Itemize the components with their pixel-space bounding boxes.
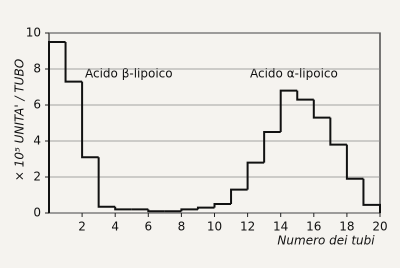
y-tick-label: 10 xyxy=(26,26,41,40)
x-tick-label: 20 xyxy=(372,220,387,234)
histogram-bar xyxy=(312,99,331,119)
histogram-bar xyxy=(345,144,364,180)
x-tick-label: 8 xyxy=(178,220,186,234)
x-tick-label: 12 xyxy=(240,220,255,234)
histogram-bar xyxy=(230,188,248,204)
y-axis-label: × 10⁵ UNITA' / TUBO xyxy=(13,59,27,181)
histogram-bar xyxy=(114,206,132,211)
histogram-bar xyxy=(246,161,265,190)
histogram-bar xyxy=(180,208,198,212)
y-tick-label: 8 xyxy=(33,62,41,76)
histogram-bar xyxy=(97,157,116,208)
y-tick-label: 6 xyxy=(33,98,41,112)
histogram-bar xyxy=(147,209,165,213)
histogram-bar xyxy=(279,89,298,132)
annotation: Acido α-lipoico xyxy=(250,67,338,81)
x-axis-label: Numero dei tubi xyxy=(277,234,375,248)
x-tick-label: 16 xyxy=(306,220,321,234)
histogram-bar xyxy=(48,41,66,213)
y-tick-label: 0 xyxy=(33,206,41,220)
x-tick-label: 10 xyxy=(207,220,222,234)
y-tick-label: 2 xyxy=(33,170,41,184)
x-tick-label: 2 xyxy=(78,220,86,234)
histogram-bar xyxy=(81,81,99,159)
histogram-bar xyxy=(362,178,381,213)
x-tick-label: 4 xyxy=(111,220,119,234)
y-tick-label: 4 xyxy=(33,134,41,148)
histogram-bar xyxy=(64,42,83,83)
x-tick-label: 18 xyxy=(339,220,354,234)
x-tick-label: 6 xyxy=(144,220,152,234)
histogram-bar xyxy=(196,206,215,210)
histogram-bar xyxy=(263,131,281,163)
annotation: Acido β-lipoico xyxy=(85,67,173,81)
x-tick-label: 14 xyxy=(273,220,288,234)
histogram-bar xyxy=(296,90,314,101)
histogram-bar xyxy=(329,117,347,146)
histogram-bar xyxy=(213,203,232,208)
